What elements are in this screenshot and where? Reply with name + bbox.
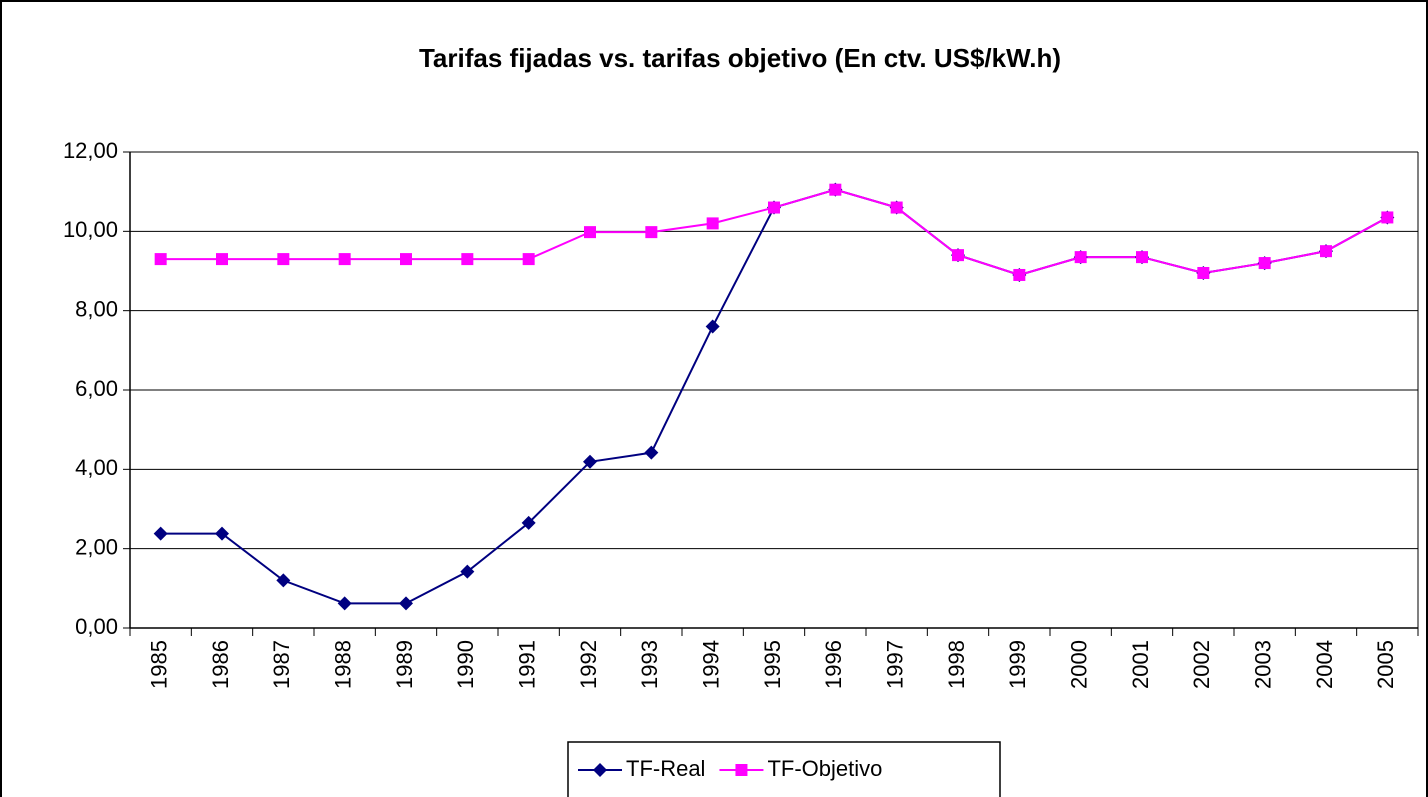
x-tick-label: 2003 xyxy=(1250,640,1275,689)
marker xyxy=(644,445,659,460)
x-tick-label: 1992 xyxy=(576,640,601,689)
marker xyxy=(276,573,291,588)
x-tick-label: 2001 xyxy=(1128,640,1153,689)
x-tick-label: 1998 xyxy=(944,640,969,689)
x-tick-label: 1995 xyxy=(760,640,785,689)
marker xyxy=(277,253,290,266)
x-tick-label: 1991 xyxy=(514,640,539,689)
y-tick-label: 6,00 xyxy=(75,376,118,401)
marker xyxy=(1197,266,1210,279)
marker xyxy=(154,253,167,266)
marker xyxy=(1013,268,1026,281)
marker xyxy=(460,564,475,579)
y-tick-label: 2,00 xyxy=(75,534,118,559)
marker xyxy=(1258,257,1271,270)
marker xyxy=(337,596,352,611)
marker xyxy=(645,226,658,239)
y-tick-label: 12,00 xyxy=(63,138,118,163)
legend-marker xyxy=(593,763,607,777)
marker xyxy=(952,249,964,262)
marker xyxy=(584,226,596,239)
legend: TF-Real TF-Objetivo xyxy=(567,741,1001,797)
marker xyxy=(583,454,597,469)
marker xyxy=(1320,245,1332,258)
x-tick-label: 1994 xyxy=(698,640,723,689)
legend-box xyxy=(567,741,1001,797)
marker xyxy=(216,253,228,266)
x-tick-label: 2002 xyxy=(1189,640,1214,689)
x-tick-label: 1993 xyxy=(637,640,662,689)
legend-label: TF-Objetivo xyxy=(767,756,882,781)
marker xyxy=(890,201,903,214)
x-tick-label: 1989 xyxy=(392,640,417,689)
x-tick-label: 1999 xyxy=(1005,640,1030,689)
x-tick-label: 1997 xyxy=(882,640,907,689)
x-tick-label: 1987 xyxy=(269,640,294,689)
marker xyxy=(461,253,474,266)
y-tick-label: 0,00 xyxy=(75,614,118,639)
marker xyxy=(399,596,413,611)
y-tick-label: 4,00 xyxy=(75,455,118,480)
chart-title: Tarifas fijadas vs. tarifas objetivo (En… xyxy=(419,43,1061,73)
y-tick-label: 8,00 xyxy=(75,296,118,321)
y-tick-label: 10,00 xyxy=(63,217,118,242)
x-tick-label: 1990 xyxy=(453,640,478,689)
x-tick-label: 1985 xyxy=(146,640,171,689)
x-tick-label: 2005 xyxy=(1373,640,1398,689)
x-tick-label: 1988 xyxy=(330,640,355,689)
legend-label: TF-Real xyxy=(626,756,705,781)
x-tick-label: 1996 xyxy=(821,640,846,689)
marker xyxy=(521,515,536,530)
x-tick-label: 1986 xyxy=(208,640,233,689)
legend-marker xyxy=(735,764,748,776)
marker xyxy=(1381,211,1394,224)
x-tick-label: 2004 xyxy=(1312,640,1337,689)
marker xyxy=(522,253,535,266)
marker xyxy=(338,253,351,266)
marker xyxy=(1074,251,1087,264)
marker xyxy=(400,253,412,266)
marker xyxy=(829,183,842,196)
marker xyxy=(215,526,229,541)
marker xyxy=(153,526,168,541)
marker xyxy=(706,217,719,230)
marker xyxy=(1136,251,1148,264)
x-tick-label: 2000 xyxy=(1066,640,1091,689)
marker xyxy=(705,319,720,334)
marker xyxy=(768,201,780,214)
